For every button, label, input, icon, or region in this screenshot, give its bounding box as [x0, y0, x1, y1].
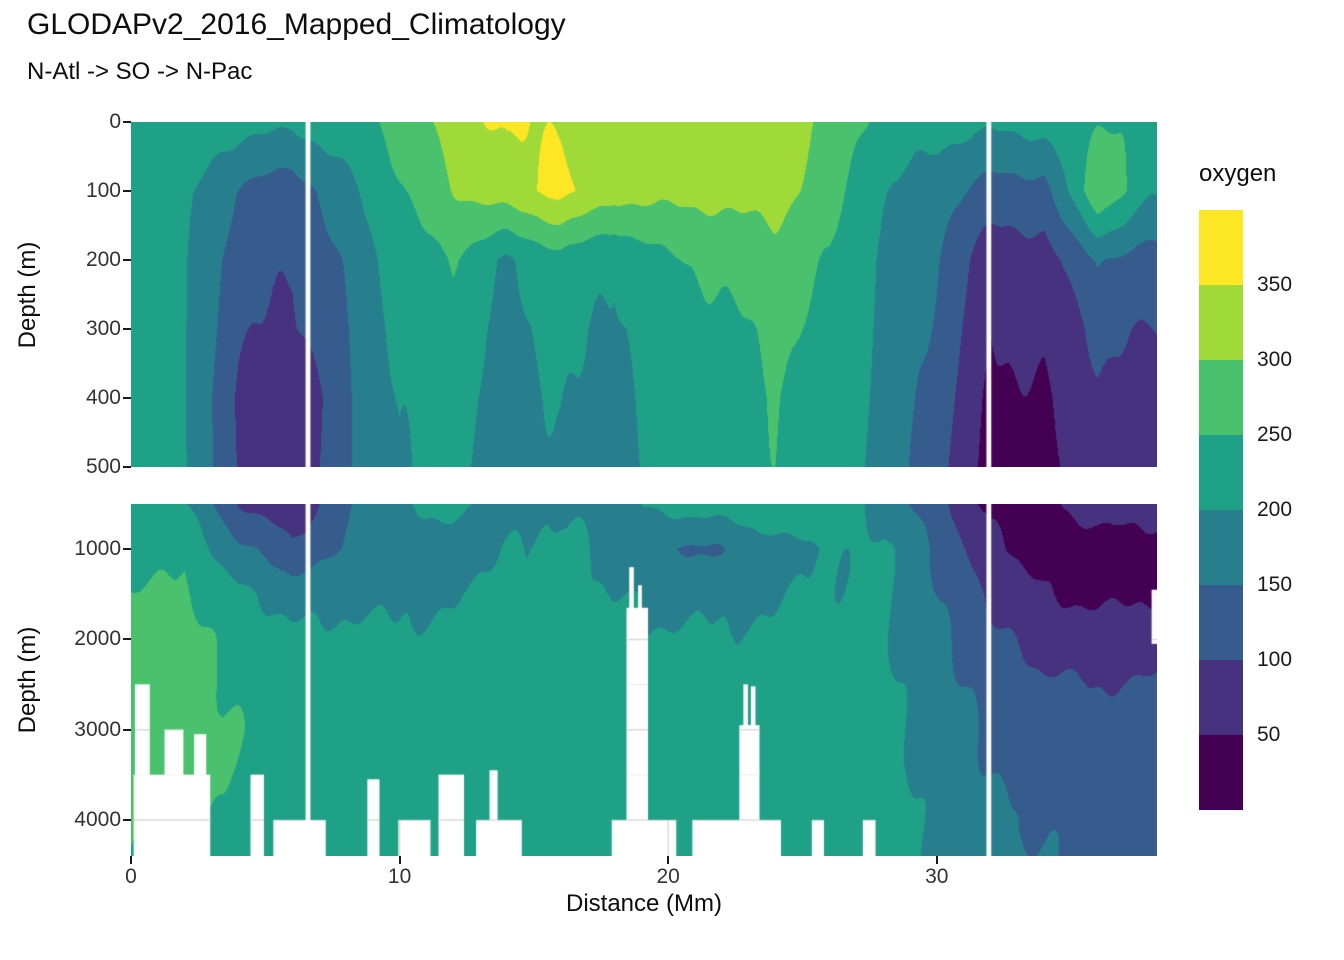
y-tick-mark	[123, 548, 131, 551]
x-tick-label: 10	[387, 865, 412, 888]
legend-tick-label: 200	[1257, 498, 1293, 521]
x-tick-mark	[398, 856, 401, 864]
y-axis-title-upper: Depth (m)	[14, 241, 41, 349]
y-axis-title-lower: Depth (m)	[14, 626, 41, 734]
y-tick-label: 400	[85, 386, 121, 409]
legend-cell	[1199, 435, 1243, 510]
x-axis-title: Distance (Mm)	[565, 890, 722, 917]
plot-title: GLODAPv2_2016_Mapped_Climatology	[27, 8, 566, 41]
y-tick-label: 100	[85, 179, 121, 202]
y-tick-mark	[123, 190, 131, 192]
x-tick-mark	[935, 856, 938, 864]
y-tick-label: 0	[109, 110, 121, 133]
legend-cell	[1199, 585, 1243, 660]
legend-tick-label: 50	[1257, 723, 1281, 746]
y-tick-label: 1000	[74, 537, 121, 561]
y-tick-label: 300	[85, 317, 121, 340]
y-tick-label: 200	[85, 248, 121, 271]
legend-cell	[1199, 210, 1243, 285]
y-tick-label: 4000	[74, 807, 121, 831]
legend-cell	[1199, 510, 1243, 585]
y-tick-mark	[123, 328, 131, 330]
legend-tick-label: 300	[1257, 348, 1293, 371]
legend-title: oxygen	[1199, 160, 1277, 187]
legend-colorbar	[1199, 210, 1243, 810]
y-tick-label: 500	[85, 455, 121, 478]
y-tick-mark	[123, 397, 131, 399]
y-tick-label: 2000	[74, 627, 121, 651]
x-tick-label: 30	[925, 865, 949, 888]
y-tick-mark	[123, 818, 131, 821]
legend-cell	[1199, 660, 1243, 735]
legend-cell	[1199, 285, 1243, 360]
oxygen-section-upper-panel	[131, 122, 1157, 467]
x-tick-label: 0	[125, 865, 137, 888]
y-tick-mark	[123, 466, 131, 468]
plot-subtitle: N-Atl -> SO -> N-Pac	[27, 58, 253, 85]
y-tick-mark	[123, 121, 131, 123]
legend-tick-label: 250	[1257, 423, 1293, 446]
legend-tick-label: 350	[1257, 273, 1293, 296]
y-tick-mark	[123, 259, 131, 261]
y-tick-label: 3000	[74, 717, 121, 741]
x-tick-label: 20	[656, 865, 680, 888]
x-tick-mark	[667, 856, 670, 864]
legend-tick-label: 100	[1257, 648, 1293, 671]
y-tick-mark	[123, 638, 131, 641]
legend-cell	[1199, 735, 1243, 810]
legend-cell	[1199, 360, 1243, 435]
oxygen-section-lower-panel	[131, 504, 1157, 856]
y-tick-mark	[123, 728, 131, 731]
x-tick-mark	[130, 856, 132, 864]
legend-tick-label: 150	[1257, 573, 1293, 596]
